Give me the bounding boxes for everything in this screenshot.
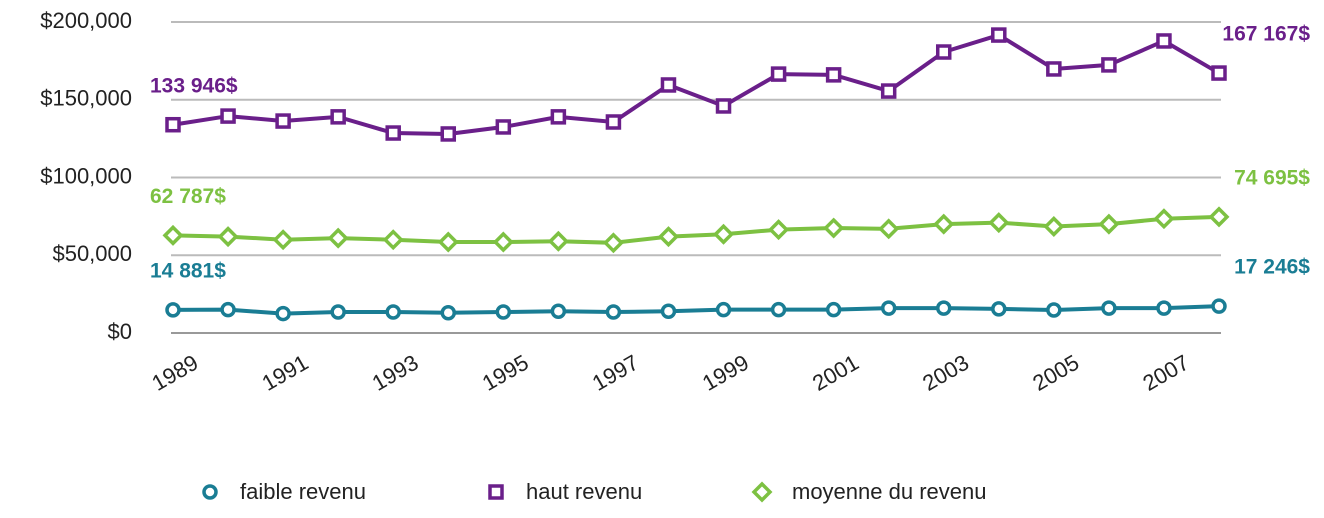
marker xyxy=(275,113,291,129)
legend-marker xyxy=(488,484,504,500)
marker xyxy=(602,232,624,254)
marker xyxy=(272,229,294,251)
marker xyxy=(657,226,679,248)
marker xyxy=(385,125,401,141)
data-label: 133 946$ xyxy=(150,74,238,97)
marker xyxy=(878,218,900,240)
marker xyxy=(1101,57,1117,73)
marker xyxy=(330,304,346,320)
marker xyxy=(768,219,790,241)
data-label: 167 167$ xyxy=(1222,23,1310,46)
marker xyxy=(492,231,514,253)
marker xyxy=(605,304,622,320)
marker xyxy=(660,303,677,319)
marker xyxy=(440,305,457,321)
marker xyxy=(162,224,184,246)
x-tick-label: 1997 xyxy=(588,350,643,396)
legend-marker xyxy=(751,481,773,503)
x-tick-label: 2003 xyxy=(918,350,973,396)
legend-marker xyxy=(202,484,218,500)
marker xyxy=(770,301,787,318)
data-label: 17 246$ xyxy=(1234,256,1310,279)
x-tick-label: 1989 xyxy=(148,350,203,396)
marker xyxy=(713,223,735,245)
data-label: 14 881$ xyxy=(150,259,226,282)
marker xyxy=(327,227,349,249)
marker xyxy=(440,126,457,142)
marker xyxy=(880,300,897,316)
marker xyxy=(1156,300,1172,316)
x-tick-label: 1995 xyxy=(478,350,533,396)
y-tick-label: $50,000 xyxy=(52,241,132,266)
line xyxy=(172,32,1221,136)
marker xyxy=(823,217,845,239)
marker xyxy=(770,66,787,82)
x-tick-label: 2001 xyxy=(808,350,863,396)
y-tick-label: $150,000 xyxy=(40,86,132,111)
marker xyxy=(935,300,952,316)
x-tick-label: 2007 xyxy=(1138,350,1193,396)
marker xyxy=(275,305,291,322)
marker xyxy=(825,301,842,318)
x-tick-label: 1991 xyxy=(258,350,313,396)
marker xyxy=(1101,300,1117,316)
legend-label: haut revenu xyxy=(526,479,642,504)
y-tick-label: $100,000 xyxy=(40,163,132,188)
marker xyxy=(660,77,677,93)
marker xyxy=(1046,61,1062,77)
marker xyxy=(495,119,512,135)
marker xyxy=(1046,302,1062,318)
marker xyxy=(715,98,732,114)
x-tick-label: 2005 xyxy=(1028,350,1083,396)
marker xyxy=(385,304,401,320)
y-tick-label: $0 xyxy=(108,319,132,344)
marker xyxy=(437,231,459,253)
marker xyxy=(220,301,236,318)
marker xyxy=(550,109,567,125)
marker xyxy=(550,303,567,319)
marker xyxy=(991,301,1007,317)
data-label: 62 787$ xyxy=(150,185,226,208)
marker xyxy=(1208,206,1230,228)
marker xyxy=(220,108,236,124)
marker xyxy=(165,302,181,318)
legend-label: faible revenu xyxy=(240,479,366,504)
marker xyxy=(1156,33,1172,49)
marker xyxy=(715,301,732,318)
line xyxy=(172,304,1220,316)
data-label: 74 695$ xyxy=(1234,166,1310,189)
marker xyxy=(547,230,569,252)
marker xyxy=(1211,65,1227,81)
marker xyxy=(988,212,1010,234)
x-tick-label: 1993 xyxy=(368,350,423,396)
marker xyxy=(880,83,897,99)
marker xyxy=(605,114,622,130)
marker xyxy=(330,109,346,125)
marker xyxy=(1098,213,1120,235)
marker xyxy=(825,67,842,83)
marker xyxy=(991,27,1007,43)
marker xyxy=(935,44,952,60)
marker xyxy=(382,229,404,251)
marker xyxy=(1153,208,1175,230)
marker xyxy=(1211,298,1227,314)
marker xyxy=(165,116,181,133)
marker xyxy=(217,226,239,248)
marker xyxy=(933,213,955,235)
y-tick-label: $200,000 xyxy=(40,8,132,33)
marker xyxy=(1043,216,1065,237)
legend-label: moyenne du revenu xyxy=(792,479,986,504)
marker xyxy=(495,304,512,320)
x-tick-label: 1999 xyxy=(698,350,753,396)
